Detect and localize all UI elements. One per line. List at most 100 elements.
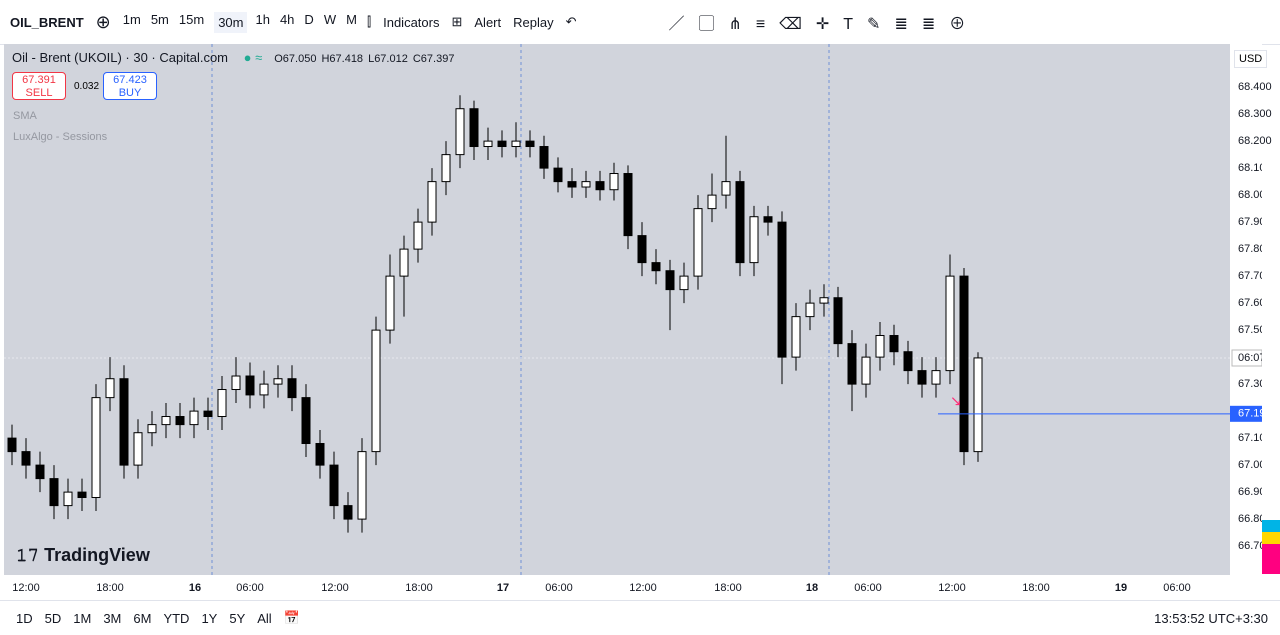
candle-body — [273, 378, 283, 385]
buy-label: BUY — [118, 87, 142, 99]
ohlc: O67.050 H67.418 L67.012 C67.397 — [274, 53, 459, 65]
x-tick-label: 12:00 — [629, 582, 657, 594]
ohlc-value: 67.397 — [420, 53, 455, 65]
legend: Oil - Brent (UKOIL) · 30 · Capital.com ●… — [12, 50, 459, 65]
indicator[interactable]: LuxAlgo - Sessions — [13, 131, 108, 143]
range[interactable]: 1Y — [201, 610, 218, 626]
time-axis — [0, 575, 1230, 600]
candle-body — [245, 375, 255, 396]
layouts[interactable]: ⊞ — [451, 14, 463, 29]
interval[interactable]: 1m — [122, 11, 141, 27]
ohlc-label: L — [368, 53, 375, 65]
candle-body — [287, 378, 297, 399]
candle-body — [63, 491, 73, 507]
candle-body — [567, 181, 577, 188]
candle-body — [553, 167, 563, 183]
ranges: 1D 5D 1M 3M 6M YTD 1Y 5Y All — [16, 611, 284, 626]
date-range[interactable]: 📅 — [283, 610, 300, 625]
chart-type[interactable]: ⫿ — [366, 14, 372, 29]
candle-body — [217, 389, 227, 418]
x-tick-label: 19 — [1115, 582, 1127, 594]
ohlc-value: 67.012 — [374, 53, 408, 65]
replay[interactable]: Replay — [513, 14, 554, 30]
interval[interactable]: M — [346, 11, 357, 27]
candle-body — [455, 108, 465, 156]
candle-body — [833, 297, 843, 345]
arrow: ↘ — [950, 393, 962, 409]
x-tick-label: 06:00 — [236, 582, 264, 594]
candle-body — [749, 216, 759, 264]
candle-body — [441, 154, 451, 183]
interval[interactable]: D — [304, 11, 314, 27]
candle-body — [889, 335, 899, 353]
candle-body — [175, 416, 185, 426]
x-tick-label: 06:00 — [545, 582, 573, 594]
alert[interactable]: Alert — [474, 14, 502, 30]
buy-button[interactable]: 67.423 BUY — [103, 72, 157, 100]
y-tick-label: 68.200 — [1238, 135, 1272, 147]
candle-body — [861, 356, 871, 385]
candle-body — [329, 464, 339, 507]
range[interactable]: 1M — [73, 610, 92, 626]
add-symbol[interactable]: ⊕ — [95, 11, 111, 32]
right-toolbar — [1262, 160, 1280, 575]
undo[interactable]: ↶ — [565, 14, 577, 29]
price-line-label: 67.19 — [1238, 408, 1266, 420]
candle-body — [105, 378, 115, 399]
candle-body — [133, 432, 143, 466]
x-tick-label: 18 — [806, 582, 818, 594]
candle-body — [651, 262, 661, 272]
indicators[interactable]: Indicators — [383, 14, 440, 30]
range[interactable]: All — [257, 610, 272, 626]
countdown: 06:07 — [1238, 352, 1266, 364]
candle-body — [777, 221, 787, 358]
interval[interactable]: 15m — [178, 11, 205, 27]
clock: 13:53:52 UTC+3:30 — [1154, 610, 1268, 626]
candle-body — [231, 375, 241, 391]
x-tick-label: 06:00 — [1163, 582, 1191, 594]
indicator[interactable]: SMA — [13, 110, 37, 122]
sell-price: 67.391 — [22, 74, 56, 86]
candle-body — [609, 173, 619, 191]
interval[interactable]: 5m — [150, 11, 169, 27]
y-tick-label: 68.400 — [1238, 81, 1272, 93]
symbol[interactable]: OIL_BRENT — [10, 14, 84, 30]
ohlc-label: H — [321, 53, 330, 65]
interval[interactable]: 30m — [214, 11, 248, 33]
candle-body — [21, 451, 31, 466]
range[interactable]: 1D — [16, 610, 33, 626]
spread: 0.032 — [74, 81, 100, 92]
buy-price: 67.423 — [113, 74, 147, 86]
x-tick-label: 18:00 — [405, 582, 433, 594]
price-axis — [1230, 44, 1262, 600]
candle-body — [763, 216, 773, 223]
range[interactable]: 3M — [103, 610, 122, 626]
candle-body — [637, 235, 647, 264]
ohlc-label: O — [274, 53, 283, 65]
candle-body — [483, 140, 493, 148]
top-toolbar: OIL_BRENT ⊕ 1m 5m 15m 30m 1h 4h D W M ⫿ Indicato… — [0, 0, 1280, 45]
range[interactable]: 5D — [44, 610, 62, 626]
candle-body — [371, 329, 381, 453]
sell-button[interactable]: 67.391 SELL — [12, 72, 66, 100]
candle-body — [525, 140, 535, 148]
range[interactable]: YTD — [163, 610, 190, 626]
intervals: 1m 5m 15m 30m 1h 4h D W M — [122, 11, 367, 33]
candle-body — [301, 397, 311, 445]
range[interactable]: 6M — [133, 610, 152, 626]
candle-body — [917, 370, 927, 385]
drawing-tools[interactable]: ／▢⋔≡⌫✛T✎≣≣⊕ — [668, 16, 980, 33]
interval[interactable]: 4h — [279, 11, 295, 27]
candle-body — [581, 181, 591, 188]
x-tick-label: 16 — [189, 582, 201, 594]
interval[interactable]: 1h — [255, 11, 270, 27]
interval[interactable]: W — [323, 11, 337, 27]
currency[interactable]: USD — [1234, 50, 1268, 68]
x-tick-label: 18:00 — [714, 582, 742, 594]
x-tick-label: 12:00 — [12, 582, 40, 594]
range[interactable]: 5Y — [229, 610, 246, 626]
candle-body — [399, 248, 409, 277]
candle-body — [427, 181, 437, 223]
candle-body — [819, 297, 829, 304]
